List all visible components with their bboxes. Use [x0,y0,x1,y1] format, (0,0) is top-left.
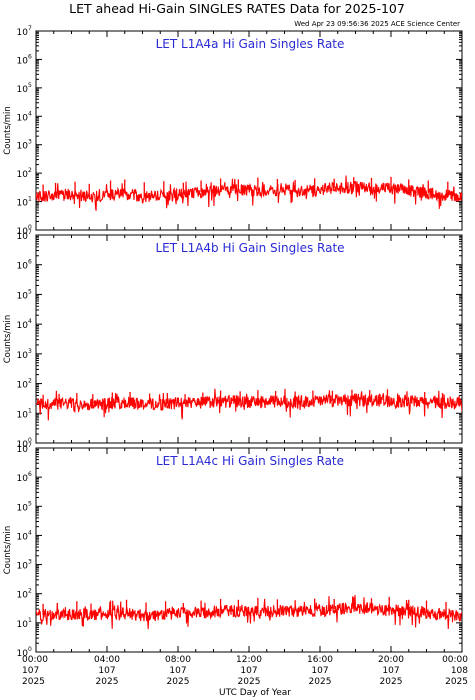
x-tick-year: 2025 [309,677,332,687]
x-tick-day: 108 [451,666,468,676]
series-line [36,175,462,211]
panel-title: LET L1A4a Hi Gain Singles Rate [156,37,345,51]
y-tick-label: 10 [17,381,29,391]
x-tick-time: 00:00 [22,655,48,665]
x-tick-time: 08:00 [165,655,191,665]
timestamp-label: Wed Apr 23 09:56:36 2025 ACE Science Cen… [294,20,460,28]
y-tick-label: 10 [17,591,29,601]
chart-title: LET ahead Hi-Gain SINGLES RATES Data for… [69,1,405,16]
x-axis-label: UTC Day of Year [219,688,291,698]
x-tick-day: 107 [382,666,399,676]
panel-frame [35,447,463,653]
y-tick-label: 10 [17,440,29,450]
y-tick-label: 10 [17,649,29,659]
y-tick-exponent: 5 [28,500,32,507]
y-tick-label: 10 [17,445,29,455]
y-tick-exponent: 4 [28,110,32,117]
y-tick-label: 10 [17,410,29,420]
x-tick-year: 2025 [22,677,45,687]
y-tick-label: 10 [17,199,29,209]
y-tick-exponent: 3 [28,348,32,355]
y-tick-label: 10 [17,262,29,272]
y-tick-exponent: 6 [28,471,32,478]
y-tick-exponent: 1 [28,407,32,414]
y-tick-exponent: 1 [28,196,32,203]
x-tick-year: 2025 [380,677,403,687]
series-line [36,594,462,630]
y-tick-exponent: 3 [28,559,32,566]
y-tick-label: 10 [17,142,29,152]
y-axis-label: Counts/min [3,106,13,155]
y-tick-exponent: 0 [28,437,32,444]
y-tick-label: 10 [17,232,29,242]
x-tick-day: 107 [22,666,39,676]
x-tick-time: 12:00 [236,655,262,665]
x-tick-time: 04:00 [94,655,120,665]
x-tick-year: 2025 [238,677,261,687]
y-tick-exponent: 0 [28,646,32,653]
x-tick-day: 107 [169,666,186,676]
y-tick-exponent: 7 [28,442,32,449]
y-tick-exponent: 2 [28,167,32,174]
x-tick-time: 16:00 [307,655,333,665]
panel-title: LET L1A4b Hi Gain Singles Rate [155,241,344,255]
x-tick-year: 2025 [167,677,190,687]
x-tick-day: 107 [240,666,257,676]
x-tick-day: 107 [98,666,115,676]
y-tick-exponent: 7 [28,229,32,236]
y-tick-label: 10 [17,474,29,484]
y-tick-exponent: 5 [28,82,32,89]
y-tick-label: 10 [17,291,29,301]
y-tick-exponent: 2 [28,378,32,385]
y-tick-exponent: 4 [28,529,32,536]
y-tick-exponent: 4 [28,318,32,325]
y-tick-label: 10 [17,562,29,572]
y-tick-exponent: 3 [28,139,32,146]
y-tick-label: 10 [17,351,29,361]
y-tick-label: 10 [17,532,29,542]
y-tick-label: 10 [17,227,29,237]
y-axis-label: Counts/min [3,315,13,364]
y-tick-label: 10 [17,321,29,331]
y-tick-label: 10 [17,85,29,95]
y-tick-label: 10 [17,170,29,180]
panel-frame [35,234,463,444]
y-tick-label: 10 [17,620,29,630]
x-tick-year: 2025 [96,677,119,687]
x-tick-time: 20:00 [378,655,404,665]
y-tick-label: 10 [17,113,29,123]
y-tick-exponent: 6 [28,259,32,266]
x-tick-year: 2025 [445,677,468,687]
y-tick-label: 10 [17,28,29,38]
y-tick-exponent: 0 [28,224,32,231]
y-axis-label: Counts/min [3,526,13,575]
y-tick-exponent: 6 [28,53,32,60]
y-tick-label: 10 [17,503,29,513]
panel-title: LET L1A4c Hi Gain Singles Rate [156,454,344,468]
y-tick-exponent: 2 [28,588,32,595]
x-tick-day: 107 [311,666,328,676]
y-tick-exponent: 1 [28,617,32,624]
series-line [36,388,462,421]
y-tick-exponent: 7 [28,25,32,32]
y-tick-label: 10 [17,56,29,66]
x-axis-group: 00:00107202504:00107202508:00107202512:0… [22,655,468,687]
x-tick-time: 00:00 [442,655,468,665]
y-tick-exponent: 5 [28,288,32,295]
